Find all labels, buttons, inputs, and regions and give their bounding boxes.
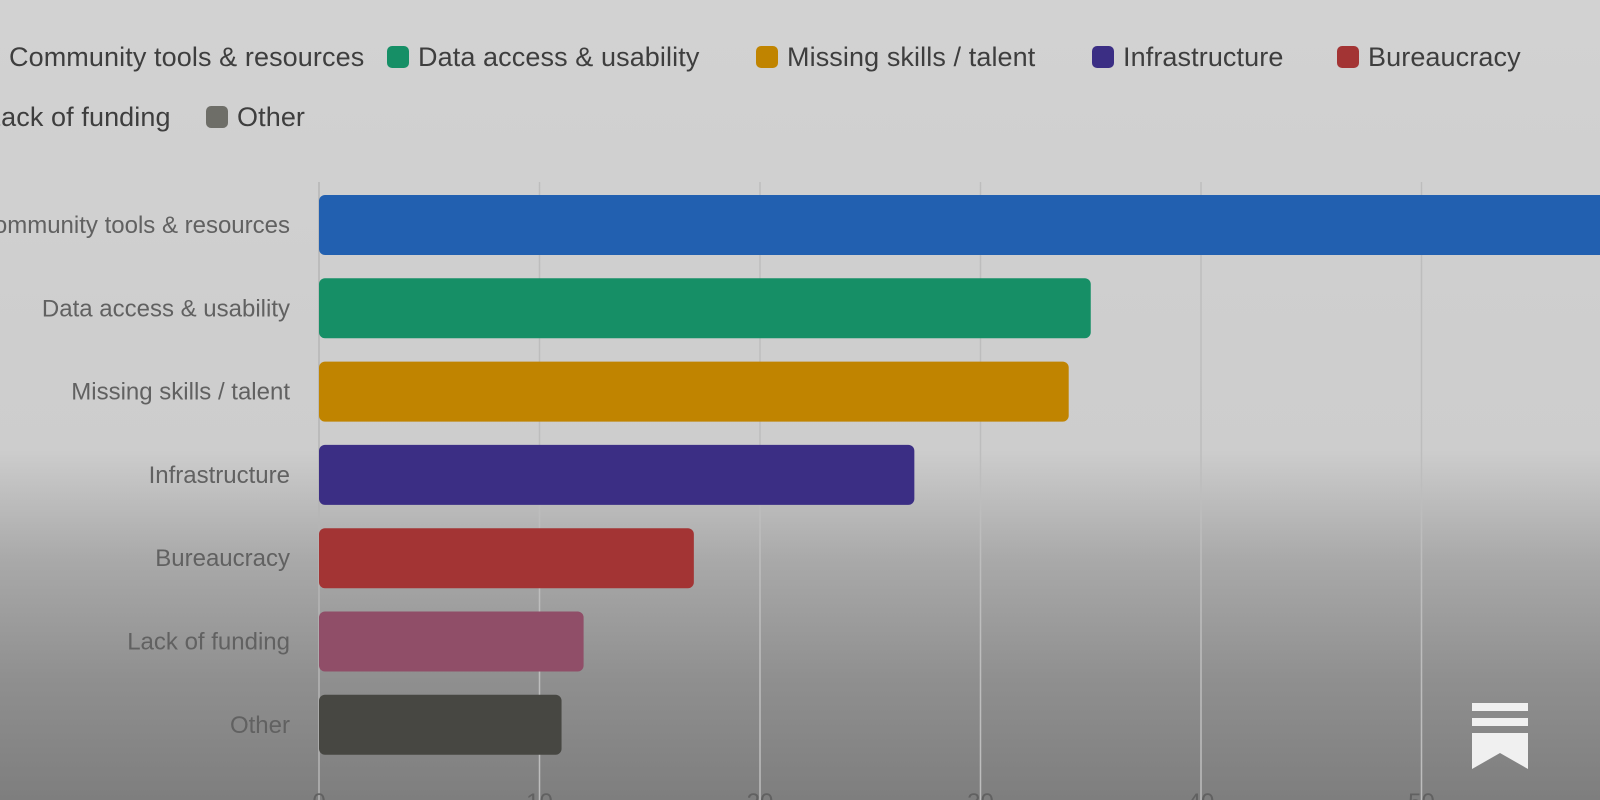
x-tick-label: 30	[967, 789, 994, 800]
x-tick-label: 50	[1408, 789, 1435, 800]
legend-item-bureaucracy[interactable]: Bureaucracy	[1337, 37, 1521, 77]
legend-swatch	[387, 46, 409, 68]
bar[interactable]	[319, 195, 1600, 255]
bookmark-ribbon-icon	[1472, 703, 1528, 769]
legend-label: Data access & usability	[418, 41, 700, 72]
bar[interactable]	[319, 278, 1091, 339]
legend-label: Infrastructure	[1123, 41, 1284, 72]
category-label: Bureaucracy	[155, 545, 290, 572]
legend-item-data-access[interactable]: Data access & usability	[387, 37, 699, 77]
bar[interactable]	[319, 528, 694, 589]
bar[interactable]	[319, 361, 1069, 422]
x-tick-label: 20	[747, 789, 774, 800]
category-label: Community tools & resources	[0, 212, 290, 239]
legend-swatch	[206, 106, 228, 128]
category-label: Missing skills / talent	[71, 379, 290, 406]
category-label: Infrastructure	[149, 462, 290, 489]
category-label: Data access & usability	[42, 295, 290, 322]
legend-swatch	[1092, 46, 1114, 68]
legend-item-lack-of-funding[interactable]: Lack of funding	[0, 97, 171, 137]
legend-label: Community tools & resources	[9, 41, 365, 72]
legend-label: Lack of funding	[0, 101, 171, 132]
bar[interactable]	[319, 444, 915, 505]
category-label: Other	[230, 712, 290, 739]
category-label: Lack of funding	[127, 629, 290, 656]
legend-item-community-tools[interactable]: Community tools & resources	[0, 37, 364, 77]
bar[interactable]	[319, 694, 562, 755]
legend-swatch	[756, 46, 778, 68]
legend-label: Other	[237, 101, 306, 132]
x-tick-label: 40	[1188, 789, 1215, 800]
legend-item-infrastructure[interactable]: Infrastructure	[1092, 37, 1283, 77]
legend-item-other[interactable]: Other	[206, 97, 305, 137]
x-tick-label: 0	[312, 789, 325, 800]
x-tick-label: 10	[526, 789, 553, 800]
legend-label: Missing skills / talent	[787, 41, 1036, 72]
legend-label: Bureaucracy	[1368, 41, 1521, 72]
bar[interactable]	[319, 611, 584, 672]
legend-item-missing-skills[interactable]: Missing skills / talent	[756, 37, 1035, 77]
legend-swatch	[1337, 46, 1359, 68]
